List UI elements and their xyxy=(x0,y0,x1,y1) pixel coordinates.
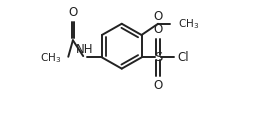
Text: NH: NH xyxy=(76,43,94,56)
Text: O: O xyxy=(154,10,163,23)
Text: O: O xyxy=(154,23,163,36)
Text: CH$_3$: CH$_3$ xyxy=(178,17,199,31)
Text: O: O xyxy=(154,79,163,92)
Text: Cl: Cl xyxy=(177,51,189,64)
Text: O: O xyxy=(68,6,77,19)
Text: CH$_3$: CH$_3$ xyxy=(41,51,62,65)
Text: S: S xyxy=(154,51,162,64)
